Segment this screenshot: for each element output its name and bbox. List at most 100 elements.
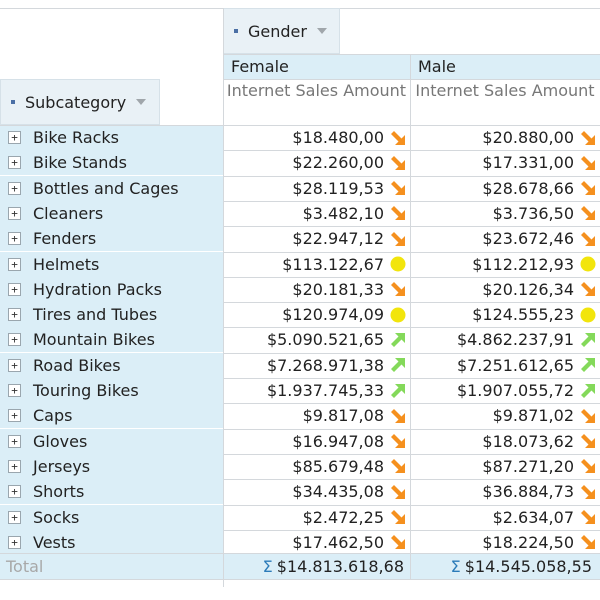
arrow-up-right-icon [581,332,595,347]
arrow-down-right-icon [581,155,595,170]
arrow-down-right-icon [581,181,595,196]
gender-field-chip[interactable]: Gender [223,8,340,54]
arrow-down-right-icon [391,510,405,524]
expand-plus-icon[interactable]: + [8,181,21,195]
table-cell-female: $7.268.971,38 [223,353,410,378]
table-cell-male: $20.880,00 [410,125,600,150]
expand-plus-icon[interactable]: + [8,409,21,423]
expand-plus-icon[interactable]: + [8,232,21,246]
col-header-female[interactable]: Female [223,54,410,79]
arrow-up-right-icon [391,358,405,373]
cell-value: $28.119,53 [292,178,384,198]
total-male-value: $14.545.058,55 [464,556,592,576]
table-cell-female: $28.119,53 [223,176,410,201]
table-cell-male: $3.736,50 [410,201,600,226]
row-header-label: Shorts [33,482,85,502]
circle-icon [580,256,596,272]
circle-icon [580,307,596,323]
grid-line [223,54,600,55]
table-cell-male: $18.073,62 [410,429,600,454]
cell-value: $112.212,93 [472,254,574,274]
table-cell-male: $18.224,50 [410,530,600,555]
cell-value: $2.634,07 [492,507,574,527]
chevron-down-icon[interactable] [316,28,327,34]
measure-header-male: Internet Sales Amount [410,79,600,125]
row-header-label: Caps [33,406,73,426]
grid-line [223,8,224,579]
arrow-down-right-icon [391,231,405,246]
expand-plus-icon[interactable]: + [8,485,21,499]
grid-line [0,504,600,506]
subcategory-field-label: Subcategory [25,92,127,112]
table-cell-male: $112.212,93 [410,252,600,277]
expand-plus-icon[interactable]: + [8,282,21,296]
grid-line [0,276,600,278]
total-female: Σ $14.813.618,68 [223,553,410,579]
cell-value: $7.268.971,38 [266,355,384,375]
expand-plus-icon[interactable]: + [8,308,21,322]
sigma-icon: Σ [450,556,461,576]
table-cell-female: $113.122,67 [223,252,410,277]
cell-value: $3.736,50 [492,203,574,223]
arrow-down-right-icon [581,408,595,423]
arrow-up-right-icon [391,332,405,347]
measure-label: Internet Sales Amount [415,81,595,100]
cell-value: $23.672,46 [482,229,574,249]
table-cell-male: $28.678,66 [410,176,600,201]
expand-plus-icon[interactable]: + [8,156,21,170]
arrow-down-right-icon [391,535,405,550]
row-header-label: Touring Bikes [33,381,139,400]
arrow-down-right-icon [581,434,595,449]
row-header-label: Tires and Tubes [33,305,158,325]
row-header: + Bike Stands [0,150,223,176]
expand-plus-icon[interactable]: + [8,459,21,473]
col-header-male[interactable]: Male [410,54,600,79]
row-header: + Socks [0,504,223,530]
total-row [0,553,600,579]
grid-line [410,54,411,579]
arrow-down-right-icon [391,155,405,170]
table-cell-male: $7.251.612,65 [410,353,600,378]
arrow-down-right-icon [391,459,405,474]
row-header-label: Bike Racks [33,128,120,147]
field-handle-icon [11,100,15,104]
arrow-up-right-icon [581,383,595,398]
table-cell-male: $1.907.055,72 [410,378,600,403]
circle-icon [390,256,406,272]
row-header-label: Hydration Packs [33,279,162,299]
chevron-down-icon[interactable] [136,99,147,105]
cell-value: $113.122,67 [282,254,384,274]
arrow-down-right-icon [581,231,595,246]
row-header: + Cleaners [0,200,223,226]
cell-value: $22.947,12 [292,229,384,249]
row-header-filler [160,79,223,125]
expand-plus-icon[interactable]: + [8,510,21,524]
expand-plus-icon[interactable]: + [8,257,21,271]
expand-plus-icon[interactable]: + [8,358,21,372]
expand-plus-icon[interactable]: + [8,535,21,549]
cell-value: $17.462,50 [292,532,384,552]
table-cell-male: $2.634,07 [410,505,600,530]
table-cell-female: $85.679,48 [223,454,410,479]
grid-line [0,579,600,580]
cell-value: $28.678,66 [482,178,574,198]
table-cell-female: $20.181,33 [223,277,410,302]
grid-line [0,327,600,329]
expand-plus-icon[interactable]: + [8,206,21,220]
arrow-down-right-icon [581,282,595,297]
row-header-label: Vests [33,532,76,552]
row-header-label: Bike Stands [33,153,127,173]
row-header: + Tires and Tubes [0,302,223,328]
row-header: + Mountain Bikes [0,327,223,353]
cell-value: $4.862.237,91 [456,330,574,350]
expand-plus-icon[interactable]: + [8,384,21,397]
expand-plus-icon[interactable]: + [8,333,21,347]
expand-plus-icon[interactable]: + [8,434,21,448]
table-cell-female: $34.435,08 [223,479,410,504]
cell-value: $1.937.745,33 [266,381,384,400]
grid-line [0,378,600,379]
expand-plus-icon[interactable]: + [8,131,21,144]
circle-icon [390,307,406,323]
subcategory-field-chip[interactable]: Subcategory [0,79,160,125]
grid-line [0,403,600,405]
